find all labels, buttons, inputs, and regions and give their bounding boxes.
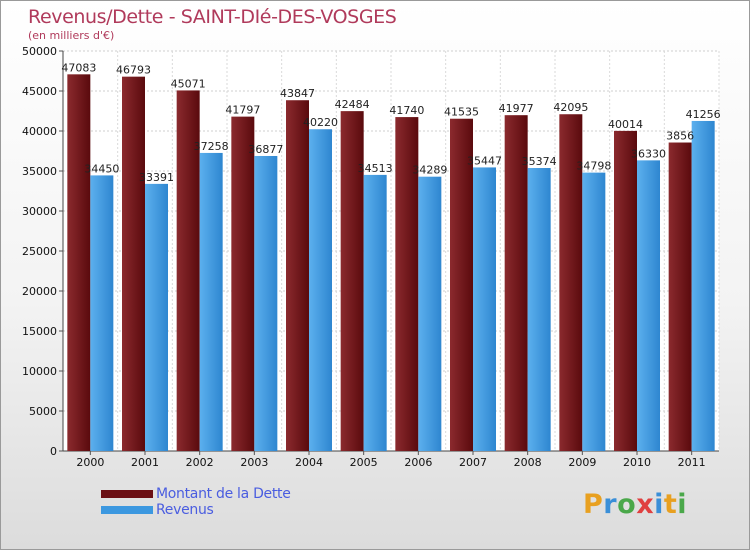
x-tick-label: 2000 <box>76 456 104 469</box>
chart-subtitle: (en milliers d'€) <box>28 29 115 42</box>
bar <box>559 114 583 452</box>
data-label: 41797 <box>225 104 260 117</box>
y-tick-label: 0 <box>50 445 57 458</box>
proxiti-logo: Proxiti <box>583 489 687 520</box>
logo-letter: r <box>603 489 618 520</box>
data-label: 34450 <box>84 162 119 175</box>
bar <box>67 74 91 451</box>
bar <box>504 115 528 452</box>
data-label: 36330 <box>631 147 666 160</box>
bar <box>199 152 223 451</box>
bar <box>231 116 255 452</box>
bar <box>395 117 419 451</box>
x-tick-label: 2009 <box>568 456 596 469</box>
legend-swatch-dette <box>101 490 153 498</box>
bar <box>145 183 168 451</box>
x-tick-label: 2004 <box>295 456 323 469</box>
data-label: 37258 <box>194 140 229 153</box>
data-label: 42095 <box>553 101 588 114</box>
logo-letter: P <box>583 489 604 520</box>
data-label: 41256 <box>686 108 721 121</box>
data-label: 34513 <box>358 162 393 175</box>
y-tick-label: 10000 <box>22 365 57 378</box>
data-label: 41977 <box>499 102 534 115</box>
data-label: 41535 <box>444 106 479 119</box>
bar <box>254 155 278 451</box>
bar <box>309 129 332 452</box>
x-tick-label: 2002 <box>186 456 214 469</box>
y-tick-label: 35000 <box>22 165 57 178</box>
bar <box>418 176 442 452</box>
logo-letter: o <box>617 489 637 520</box>
data-label: 42484 <box>335 98 370 111</box>
x-tick-label: 2011 <box>678 456 706 469</box>
bar <box>614 130 637 451</box>
chart-title: Revenus/Dette - SAINT-DIé-DES-VOSGES <box>28 6 397 28</box>
x-tick-label: 2007 <box>459 456 487 469</box>
x-tick-label: 2010 <box>623 456 651 469</box>
x-tick-label: 2006 <box>404 456 432 469</box>
data-label: 34798 <box>576 160 611 173</box>
data-label: 36877 <box>248 143 283 156</box>
data-label: 40014 <box>608 118 643 131</box>
bar <box>363 174 387 451</box>
data-label: 45071 <box>171 77 206 90</box>
data-label: 41740 <box>389 104 424 117</box>
logo-letter: t <box>663 489 678 520</box>
y-tick-label: 15000 <box>22 325 57 338</box>
data-label: 3856 <box>666 130 694 143</box>
y-tick-label: 40000 <box>22 125 57 138</box>
data-label: 40220 <box>303 116 338 129</box>
grid-layer <box>62 50 720 452</box>
data-label: 46793 <box>116 64 151 77</box>
bar <box>691 120 715 452</box>
bar <box>637 160 660 452</box>
bar <box>122 76 145 451</box>
legend-label-revenus: Revenus <box>156 502 214 518</box>
y-tick-label: 50000 <box>22 45 57 58</box>
y-tick-label: 45000 <box>22 85 57 98</box>
bar <box>473 167 496 451</box>
axis-layer: 0 5000 10000 15000 20000 25000 30000 35000 40000… <box>22 45 719 469</box>
y-tick-label: 30000 <box>22 205 57 218</box>
bar <box>668 142 692 451</box>
data-label: 43847 <box>280 87 315 100</box>
logo-letter: x <box>636 489 655 520</box>
logo-letter: i <box>677 489 688 520</box>
bar <box>286 100 309 451</box>
y-tick-label: 20000 <box>22 285 57 298</box>
bar <box>340 111 364 452</box>
bar <box>582 172 606 451</box>
data-label: 34289 <box>412 164 447 177</box>
x-tick-label: 2001 <box>131 456 159 469</box>
bar <box>450 118 473 451</box>
bar <box>176 90 200 451</box>
data-label: 35447 <box>467 154 502 167</box>
legend-swatch-revenus <box>101 506 153 514</box>
y-tick-label: 25000 <box>22 245 57 258</box>
x-tick-label: 2008 <box>514 456 542 469</box>
x-tick-label: 2005 <box>350 456 378 469</box>
legend-label-dette: Montant de la Dette <box>156 486 291 502</box>
bar <box>527 168 551 451</box>
y-tick-label: 5000 <box>29 405 57 418</box>
logo-letter: i <box>654 489 664 520</box>
x-tick-label: 2003 <box>240 456 268 469</box>
data-label: 35374 <box>522 155 557 168</box>
label-layer: 47083 34450 46793 33391 45071 37258 41797 36877… <box>61 61 720 184</box>
data-label: 33391 <box>139 171 174 184</box>
data-label: 47083 <box>61 61 96 74</box>
bar-layer <box>67 74 715 452</box>
bar <box>90 175 114 451</box>
